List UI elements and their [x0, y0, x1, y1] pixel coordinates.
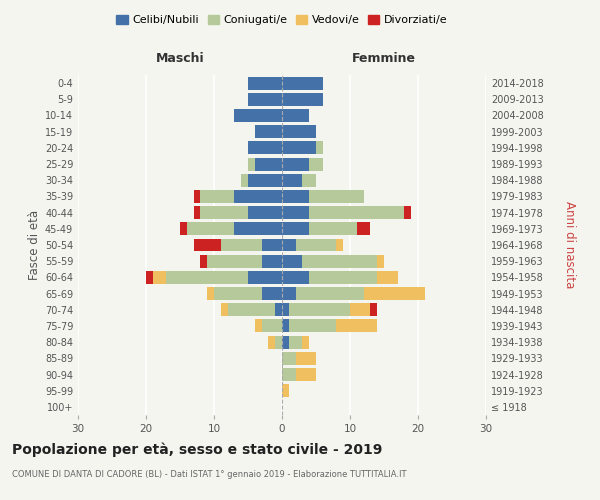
Bar	[282, 222, 309, 235]
Bar	[262, 287, 282, 300]
Bar	[289, 336, 302, 348]
Bar	[337, 320, 377, 332]
Bar	[282, 271, 309, 284]
Bar	[282, 336, 289, 348]
Bar	[248, 76, 282, 90]
Bar	[255, 320, 262, 332]
Bar	[146, 271, 153, 284]
Bar	[302, 174, 316, 186]
Bar	[268, 336, 275, 348]
Legend: Celibi/Nubili, Coniugati/e, Vedovi/e, Divorziati/e: Celibi/Nubili, Coniugati/e, Vedovi/e, Di…	[112, 10, 452, 30]
Text: COMUNE DI DANTA DI CADORE (BL) - Dati ISTAT 1° gennaio 2019 - Elaborazione TUTTI: COMUNE DI DANTA DI CADORE (BL) - Dati IS…	[12, 470, 407, 479]
Bar	[309, 271, 377, 284]
Bar	[404, 206, 411, 219]
Bar	[194, 190, 200, 203]
Bar	[282, 254, 302, 268]
Bar	[357, 222, 370, 235]
Bar	[194, 206, 200, 219]
Bar	[302, 254, 377, 268]
Bar	[248, 271, 282, 284]
Bar	[255, 125, 282, 138]
Bar	[337, 238, 343, 252]
Bar	[207, 254, 262, 268]
Bar	[200, 254, 207, 268]
Bar	[153, 271, 166, 284]
Bar	[296, 352, 316, 365]
Bar	[377, 271, 398, 284]
Y-axis label: Anni di nascita: Anni di nascita	[563, 202, 576, 288]
Bar	[262, 238, 282, 252]
Bar	[221, 238, 262, 252]
Bar	[282, 287, 296, 300]
Bar	[282, 174, 302, 186]
Bar	[282, 368, 296, 381]
Text: Popolazione per età, sesso e stato civile - 2019: Popolazione per età, sesso e stato civil…	[12, 442, 382, 457]
Bar	[282, 125, 316, 138]
Bar	[214, 287, 262, 300]
Bar	[248, 93, 282, 106]
Bar	[282, 76, 323, 90]
Bar	[364, 287, 425, 300]
Bar	[289, 304, 350, 316]
Bar	[235, 222, 282, 235]
Bar	[241, 174, 248, 186]
Bar	[282, 320, 289, 332]
Bar	[350, 304, 370, 316]
Bar	[309, 222, 357, 235]
Bar	[207, 287, 214, 300]
Bar	[248, 158, 255, 170]
Bar	[180, 222, 187, 235]
Bar	[282, 384, 289, 397]
Bar	[248, 206, 282, 219]
Bar	[282, 158, 309, 170]
Bar	[282, 109, 309, 122]
Y-axis label: Fasce di età: Fasce di età	[28, 210, 41, 280]
Bar	[200, 206, 248, 219]
Bar	[282, 304, 289, 316]
Bar	[282, 206, 309, 219]
Bar	[255, 158, 282, 170]
Bar	[282, 142, 316, 154]
Bar	[296, 238, 337, 252]
Bar	[248, 142, 282, 154]
Bar	[275, 336, 282, 348]
Text: Femmine: Femmine	[352, 52, 416, 65]
Bar	[200, 190, 235, 203]
Bar	[289, 320, 337, 332]
Bar	[377, 254, 384, 268]
Bar	[235, 109, 282, 122]
Bar	[309, 206, 404, 219]
Bar	[194, 238, 221, 252]
Bar	[282, 190, 309, 203]
Bar	[221, 304, 227, 316]
Bar	[309, 190, 364, 203]
Bar	[166, 271, 248, 284]
Bar	[282, 352, 296, 365]
Bar	[296, 287, 364, 300]
Bar	[296, 368, 316, 381]
Bar	[316, 142, 323, 154]
Bar	[235, 190, 282, 203]
Bar	[370, 304, 377, 316]
Bar	[282, 93, 323, 106]
Bar	[262, 320, 282, 332]
Bar	[227, 304, 275, 316]
Bar	[275, 304, 282, 316]
Bar	[302, 336, 309, 348]
Bar	[282, 238, 296, 252]
Bar	[248, 174, 282, 186]
Bar	[187, 222, 235, 235]
Bar	[262, 254, 282, 268]
Bar	[309, 158, 323, 170]
Text: Maschi: Maschi	[155, 52, 205, 65]
